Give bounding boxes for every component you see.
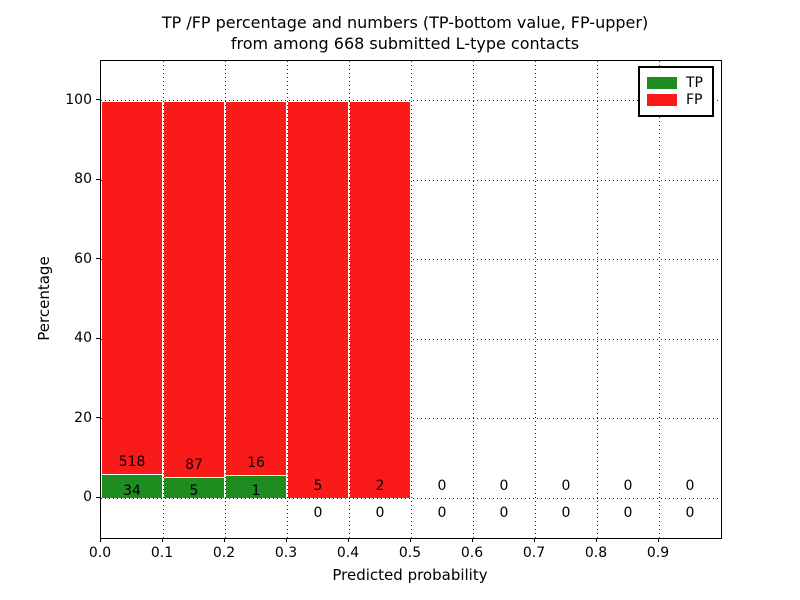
fp-count-label: 0 [437, 478, 447, 495]
x-tick-mark [285, 538, 287, 542]
x-tick-label: 0.9 [646, 545, 670, 561]
chart-title-line2: from among 668 submitted L-type contacts [230, 34, 580, 53]
x-tick-mark [471, 538, 473, 542]
plot-area: 518 34 87 5 16 1 5 0 2 0 0 0 0 0 0 0 0 0 0 0 TP FP [100, 60, 722, 539]
tp-count-label: 0 [685, 504, 695, 521]
x-tick-mark [223, 538, 225, 542]
y-tick-label: 0 [83, 489, 92, 506]
gridline-horizontal [101, 259, 721, 261]
legend: TP FP [638, 66, 714, 117]
y-tick-mark [96, 337, 100, 339]
bar-segment-fp [164, 101, 224, 499]
gridline-vertical [224, 61, 226, 538]
fp-count-label: 5 [313, 478, 323, 495]
x-tick-label: 0.1 [150, 545, 174, 561]
y-tick-label: 80 [74, 171, 92, 188]
gridline-vertical [534, 61, 536, 538]
x-tick-mark [99, 538, 101, 542]
x-tick-mark [533, 538, 535, 542]
gridline-vertical [162, 61, 164, 538]
tp-count-label: 0 [375, 504, 385, 521]
x-tick-label: 0.4 [336, 545, 360, 561]
y-axis-label: Percentage [35, 256, 53, 341]
tp-count-label: 0 [623, 504, 633, 521]
legend-item-tp: TP [647, 76, 703, 90]
tp-count-label: 0 [499, 504, 509, 521]
tp-count-label: 0 [437, 504, 447, 521]
fp-count-label: 0 [561, 478, 571, 495]
legend-label-tp: TP [686, 75, 703, 91]
tp-count-label: 34 [123, 483, 141, 500]
chart-title-line1: TP /FP percentage and numbers (TP-bottom… [161, 13, 649, 32]
x-axis-label: Predicted probability [332, 566, 488, 584]
fp-count-label: 0 [499, 478, 509, 495]
x-tick-mark [409, 538, 411, 542]
fp-count-label: 518 [118, 453, 146, 470]
bar-segment-fp [226, 101, 286, 499]
gridline-horizontal [101, 497, 721, 499]
legend-item-fp: FP [647, 93, 703, 107]
y-tick-mark [96, 99, 100, 101]
gridline-vertical [472, 61, 474, 538]
x-tick-mark [657, 538, 659, 542]
x-tick-label: 0.7 [522, 545, 546, 561]
fp-count-label: 2 [375, 478, 385, 495]
fp-count-label: 87 [185, 456, 203, 473]
gridline-vertical [596, 61, 598, 538]
y-tick-label: 60 [74, 250, 92, 267]
bar-segment-tp [226, 474, 286, 499]
x-tick-label: 0.3 [274, 545, 298, 561]
tp-count-label: 1 [251, 483, 261, 500]
gridline-horizontal [101, 418, 721, 420]
fp-count-label: 16 [247, 454, 265, 471]
x-tick-mark [347, 538, 349, 542]
fp-count-label: 0 [685, 478, 695, 495]
bar-segment-fp [288, 101, 348, 499]
y-tick-mark [96, 178, 100, 180]
y-tick-label: 40 [74, 330, 92, 347]
bar-segment-fp [350, 101, 410, 499]
y-tick-label: 20 [74, 409, 92, 426]
tp-count-label: 0 [313, 504, 323, 521]
x-tick-mark [595, 538, 597, 542]
gridline-horizontal [101, 338, 721, 340]
x-tick-label: 0.5 [398, 545, 422, 561]
gridline-vertical [410, 61, 412, 538]
bar-segment-tp [102, 473, 162, 499]
x-tick-label: 0.6 [460, 545, 484, 561]
bar-segment-tp [164, 476, 224, 499]
legend-swatch-tp [647, 77, 677, 89]
gridline-horizontal [101, 100, 721, 102]
gridline-vertical [658, 61, 660, 538]
x-tick-mark [161, 538, 163, 542]
y-tick-mark [96, 258, 100, 260]
y-tick-mark [96, 496, 100, 498]
tp-count-label: 5 [189, 483, 199, 500]
gridline-vertical [348, 61, 350, 538]
legend-label-fp: FP [686, 92, 703, 108]
gridline-horizontal [101, 179, 721, 181]
bar-segment-fp [102, 101, 162, 499]
gridline-vertical [286, 61, 288, 538]
y-tick-label: 100 [65, 91, 92, 108]
legend-swatch-fp [647, 94, 677, 106]
x-tick-label: 0.8 [584, 545, 608, 561]
y-tick-mark [96, 417, 100, 419]
fp-count-label: 0 [623, 478, 633, 495]
chart-title: TP /FP percentage and numbers (TP-bottom… [10, 12, 800, 54]
x-tick-label: 0.0 [88, 545, 112, 561]
tp-count-label: 0 [561, 504, 571, 521]
x-tick-label: 0.2 [212, 545, 236, 561]
